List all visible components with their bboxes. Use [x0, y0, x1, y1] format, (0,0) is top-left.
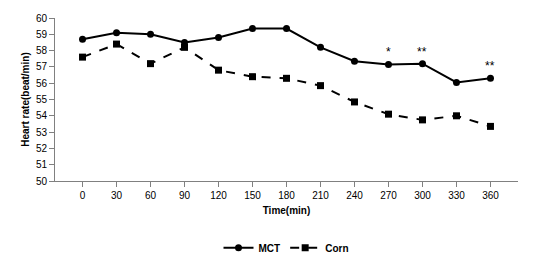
svg-text:30: 30: [111, 190, 123, 201]
svg-text:330: 330: [448, 190, 465, 201]
svg-text:**: **: [417, 45, 427, 59]
svg-text:58: 58: [36, 45, 48, 56]
svg-text:240: 240: [346, 190, 363, 201]
svg-text:*: *: [386, 45, 391, 59]
svg-text:MCT: MCT: [259, 243, 281, 254]
svg-text:53: 53: [36, 127, 48, 138]
svg-text:180: 180: [278, 190, 295, 201]
svg-text:120: 120: [210, 190, 227, 201]
svg-text:56: 56: [36, 78, 48, 89]
svg-text:210: 210: [312, 190, 329, 201]
svg-text:60: 60: [36, 13, 48, 24]
svg-text:270: 270: [380, 190, 397, 201]
svg-text:0: 0: [80, 190, 86, 201]
svg-text:52: 52: [36, 143, 48, 154]
svg-text:150: 150: [244, 190, 261, 201]
svg-text:55: 55: [36, 94, 48, 105]
svg-text:90: 90: [179, 190, 191, 201]
svg-text:57: 57: [36, 61, 48, 72]
svg-text:Time(min): Time(min): [263, 205, 311, 216]
svg-text:300: 300: [414, 190, 431, 201]
svg-text:51: 51: [36, 159, 48, 170]
svg-text:**: **: [485, 59, 495, 73]
svg-text:360: 360: [482, 190, 499, 201]
svg-text:50: 50: [36, 176, 48, 187]
svg-text:59: 59: [36, 29, 48, 40]
svg-text:60: 60: [145, 190, 157, 201]
svg-text:54: 54: [36, 110, 48, 121]
svg-text:Heart rate(beat/min): Heart rate(beat/min): [20, 52, 31, 146]
svg-text:Corn: Corn: [325, 243, 348, 254]
